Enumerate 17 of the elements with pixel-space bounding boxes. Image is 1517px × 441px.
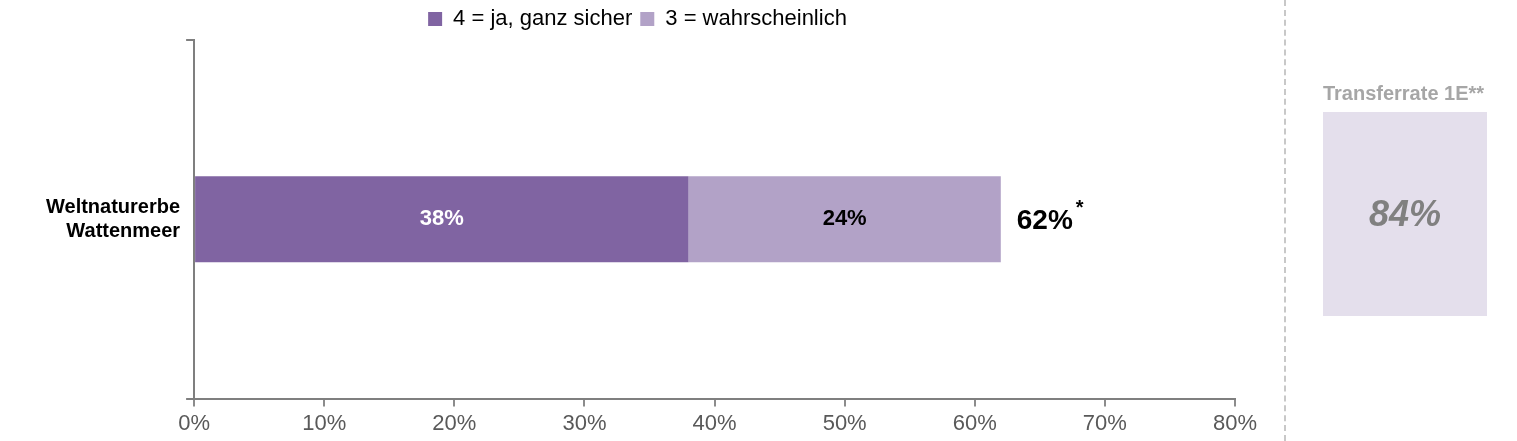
x-tick-label: 40% (692, 409, 737, 435)
y-tick-label: Weltnaturerbe Wattenmeer (45, 194, 181, 241)
x-tick-label: 10% (302, 409, 347, 435)
x-tick-label: 60% (952, 409, 997, 435)
x-tick-label: 70% (1082, 409, 1127, 435)
legend-label: 4 = ja, ganz sicher (453, 5, 633, 31)
data-label: 38% (419, 205, 464, 231)
legend-label: 3 = wahrscheinlich (665, 5, 847, 31)
data-label: 24% (822, 205, 867, 231)
text: Transferrate 1E** (1321, 82, 1486, 105)
x-tick-label: 50% (822, 409, 867, 435)
text: 84% (1368, 193, 1442, 235)
x-tick-label: 0% (178, 409, 210, 435)
x-tick-label: 80% (1212, 409, 1258, 435)
total-label: 62%* (1016, 196, 1084, 236)
x-tick-label: 20% (432, 409, 477, 435)
x-tick-label: 30% (562, 409, 607, 435)
